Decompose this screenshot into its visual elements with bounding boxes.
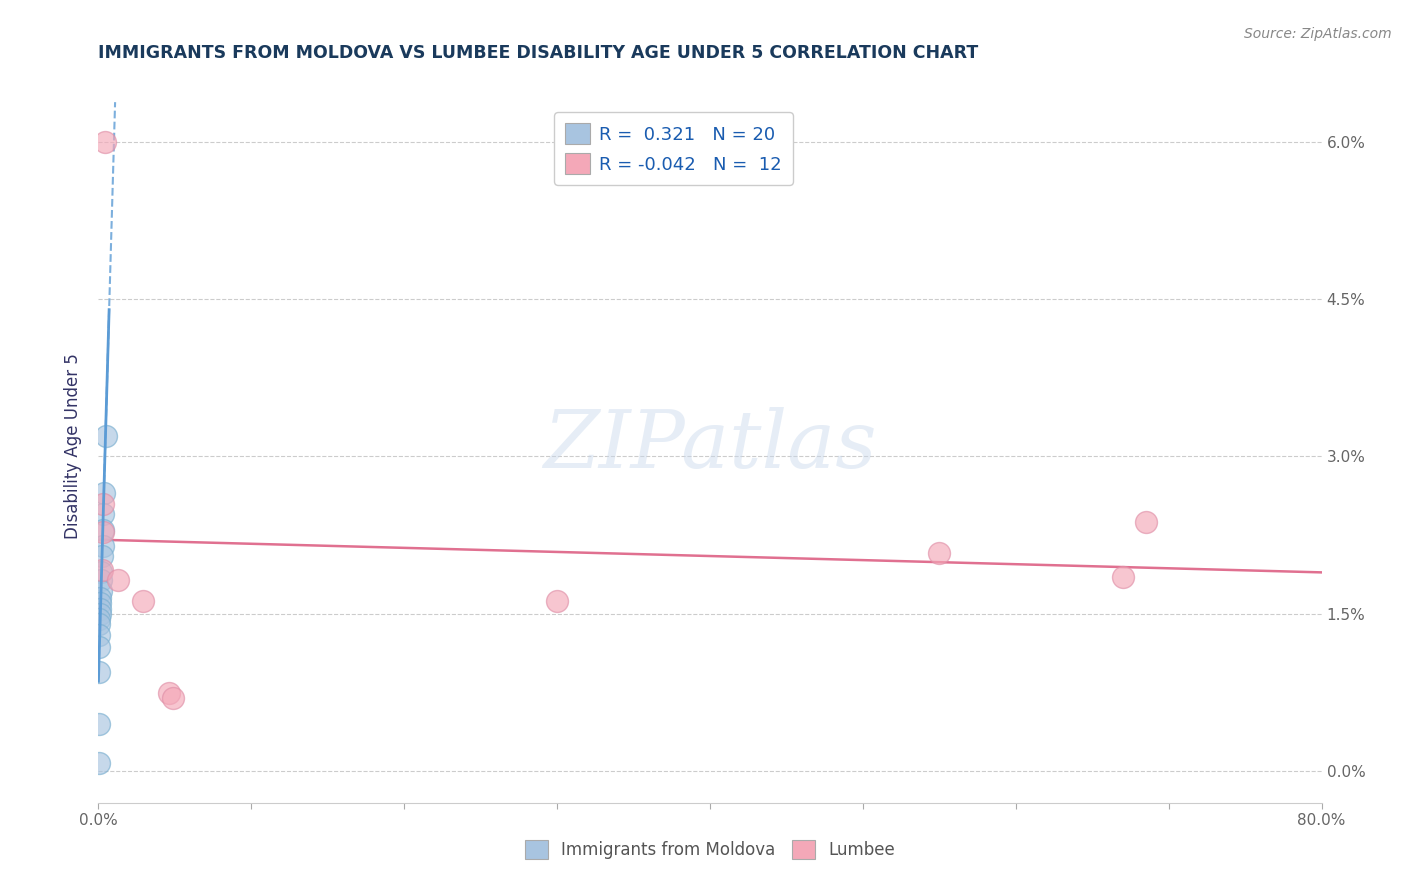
Point	[89, 591, 111, 606]
Point	[107, 574, 129, 588]
Y-axis label: Disability Age Under 5: Disability Age Under 5	[65, 353, 83, 539]
Point	[87, 640, 110, 655]
Point	[1135, 515, 1157, 529]
Point	[162, 690, 184, 705]
Point	[89, 617, 111, 632]
Point	[91, 507, 114, 521]
Point	[87, 756, 110, 770]
Text: IMMIGRANTS FROM MOLDOVA VS LUMBEE DISABILITY AGE UNDER 5 CORRELATION CHART: IMMIGRANTS FROM MOLDOVA VS LUMBEE DISABI…	[98, 45, 979, 62]
Point	[87, 665, 110, 679]
Point	[91, 524, 114, 539]
Point	[94, 428, 117, 442]
Point	[89, 612, 111, 626]
Point	[91, 523, 114, 537]
Point	[93, 486, 115, 500]
Point	[928, 546, 950, 560]
Point	[546, 594, 568, 608]
Point	[89, 607, 111, 621]
Point	[89, 628, 111, 642]
Point	[94, 135, 117, 149]
Point	[87, 717, 110, 731]
Point	[132, 594, 155, 608]
Point	[91, 539, 114, 553]
Point	[157, 685, 180, 699]
Text: ZIPatlas: ZIPatlas	[543, 408, 877, 484]
Point	[90, 565, 112, 579]
Point	[91, 563, 114, 577]
Legend: Immigrants from Moldova, Lumbee: Immigrants from Moldova, Lumbee	[517, 833, 903, 866]
Point	[1112, 570, 1135, 584]
Point	[89, 596, 111, 610]
Point	[91, 497, 114, 511]
Point	[90, 549, 112, 564]
Text: Source: ZipAtlas.com: Source: ZipAtlas.com	[1244, 27, 1392, 41]
Point	[90, 574, 112, 588]
Point	[90, 583, 112, 598]
Point	[89, 601, 111, 615]
